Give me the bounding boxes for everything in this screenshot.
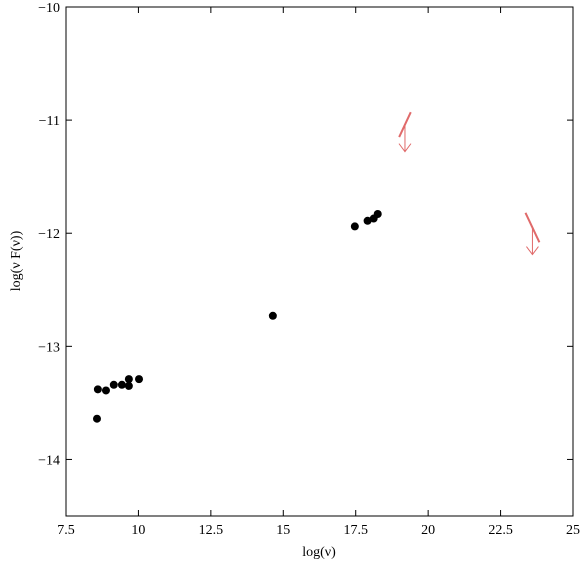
x-tick-label: 20 xyxy=(421,523,435,538)
x-tick-label: 22.5 xyxy=(488,523,513,538)
y-tick-label: −12 xyxy=(38,227,60,242)
x-tick-label: 17.5 xyxy=(343,523,368,538)
x-tick-label: 7.5 xyxy=(57,523,75,538)
data-point xyxy=(101,386,110,395)
data-point xyxy=(373,209,382,218)
y-tick-label: −11 xyxy=(39,114,60,129)
x-tick-label: 10 xyxy=(131,523,145,538)
upper-limit-arrow xyxy=(526,227,539,256)
x-tick-label: 12.5 xyxy=(199,523,224,538)
data-point xyxy=(135,375,144,384)
y-tick-label: −10 xyxy=(38,1,60,16)
data-point xyxy=(92,414,101,423)
upper-limit-arrow xyxy=(398,124,412,153)
x-axis-label: log(ν) xyxy=(302,545,336,560)
y-tick-label: −13 xyxy=(38,340,60,355)
data-point xyxy=(268,311,277,320)
data-point xyxy=(93,385,102,394)
data-point xyxy=(124,381,133,390)
x-tick-label: 15 xyxy=(276,523,290,538)
data-point xyxy=(109,380,118,389)
y-tick-label: −14 xyxy=(38,453,60,468)
data-point xyxy=(363,216,372,225)
data-point xyxy=(117,380,126,389)
plot-frame xyxy=(65,6,574,517)
data-point xyxy=(350,222,359,231)
data-point xyxy=(124,375,133,384)
x-tick-label: 25 xyxy=(566,523,580,538)
y-axis-label: log(ν F(ν)) xyxy=(9,230,24,291)
